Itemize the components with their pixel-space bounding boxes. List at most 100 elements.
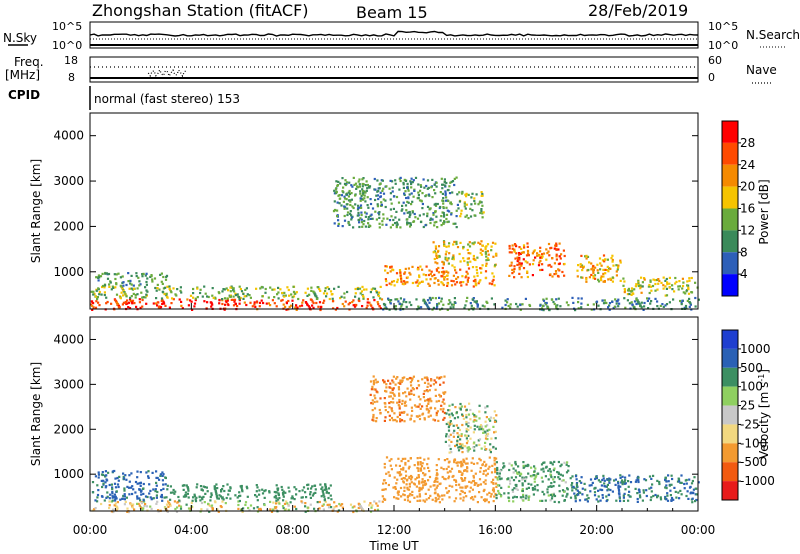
data-cell: [453, 301, 456, 304]
data-cell: [225, 287, 228, 290]
data-cell: [542, 470, 545, 473]
data-cell: [484, 248, 487, 251]
data-cell: [484, 425, 487, 428]
data-cell: [459, 281, 462, 284]
data-cell: [170, 291, 173, 294]
data-cell: [595, 498, 598, 501]
data-cell: [437, 256, 440, 259]
data-cell: [402, 466, 405, 469]
data-cell: [404, 463, 407, 466]
data-cell: [518, 263, 521, 266]
data-cell: [465, 416, 468, 419]
data-cell: [617, 488, 620, 491]
data-cell: [412, 195, 415, 198]
data-cell: [448, 416, 451, 419]
data-cell: [353, 183, 356, 186]
data-cell: [232, 304, 236, 307]
data-cell: [581, 276, 584, 279]
data-cell: [639, 496, 642, 499]
data-cell: [639, 284, 642, 287]
data-cell: [561, 270, 564, 274]
data-cell: [452, 303, 455, 306]
data-cell: [111, 490, 114, 493]
data-cell: [425, 184, 428, 188]
data-cell: [619, 279, 622, 282]
data-cell: [349, 212, 352, 215]
data-cell: [179, 507, 183, 510]
data-cell: [475, 193, 478, 196]
data-cell: [553, 262, 556, 265]
data-cell: [363, 194, 366, 197]
data-cell: [412, 179, 415, 182]
data-cell: [385, 472, 388, 475]
data-cell: [123, 487, 126, 490]
data-cell: [430, 379, 433, 382]
data-cell: [130, 472, 133, 475]
data-cell: [590, 308, 593, 311]
data-cell: [142, 272, 145, 275]
data-cell: [237, 507, 240, 510]
data-cell: [161, 282, 164, 285]
data-cell: [524, 464, 527, 467]
data-cell: [383, 397, 386, 400]
data-cell: [464, 193, 467, 196]
data-cell: [199, 288, 202, 291]
data-cell: [586, 494, 589, 497]
data-cell: [526, 261, 529, 264]
data-cell: [129, 298, 132, 301]
data-cell: [450, 180, 453, 183]
data-cell: [491, 283, 494, 286]
data-cell: [354, 203, 357, 206]
data-cell: [476, 274, 479, 277]
data-cell: [145, 293, 148, 296]
data-cell: [512, 471, 515, 474]
data-cell: [145, 302, 148, 305]
data-cell: [510, 476, 513, 479]
data-cell: [349, 210, 352, 213]
data-cell: [207, 295, 210, 299]
data-cell: [604, 258, 607, 261]
data-cell: [186, 486, 189, 489]
data-cell: [413, 483, 416, 486]
data-cell: [387, 298, 390, 301]
data-cell: [134, 491, 137, 494]
data-cell: [421, 462, 424, 465]
data-cell: [368, 186, 371, 189]
data-cell: [452, 474, 455, 478]
data-cell: [422, 481, 425, 484]
data-cell: [312, 291, 315, 294]
data-cell: [474, 495, 477, 498]
data-cell: [141, 298, 144, 302]
data-cell: [478, 443, 481, 446]
data-cell: [362, 288, 366, 291]
data-cell: [437, 494, 440, 497]
data-cell: [586, 303, 589, 306]
data-cell: [445, 270, 448, 273]
data-cell: [396, 298, 399, 301]
data-cell: [442, 202, 445, 205]
data-cell: [401, 303, 404, 306]
data-cell: [471, 209, 474, 212]
data-cell: [394, 182, 397, 185]
data-cell: [411, 387, 414, 390]
data-cell: [350, 198, 353, 201]
data-cell: [384, 306, 388, 309]
data-cell: [223, 288, 226, 291]
data-cell: [597, 278, 600, 281]
data-cell: [97, 301, 100, 304]
data-cell: [683, 487, 686, 490]
data-cell: [100, 502, 103, 506]
data-cell: [318, 288, 321, 291]
data-cell: [445, 487, 448, 490]
data-cell: [476, 305, 479, 308]
data-cell: [547, 242, 551, 246]
data-cell: [92, 306, 95, 309]
data-cell: [520, 251, 524, 254]
data-cell: [600, 264, 603, 267]
data-cell: [273, 296, 276, 299]
data-cell: [667, 474, 670, 477]
data-cell: [558, 477, 561, 481]
data-cell: [277, 297, 280, 300]
data-cell: [566, 487, 569, 490]
data-cell: [182, 495, 185, 498]
